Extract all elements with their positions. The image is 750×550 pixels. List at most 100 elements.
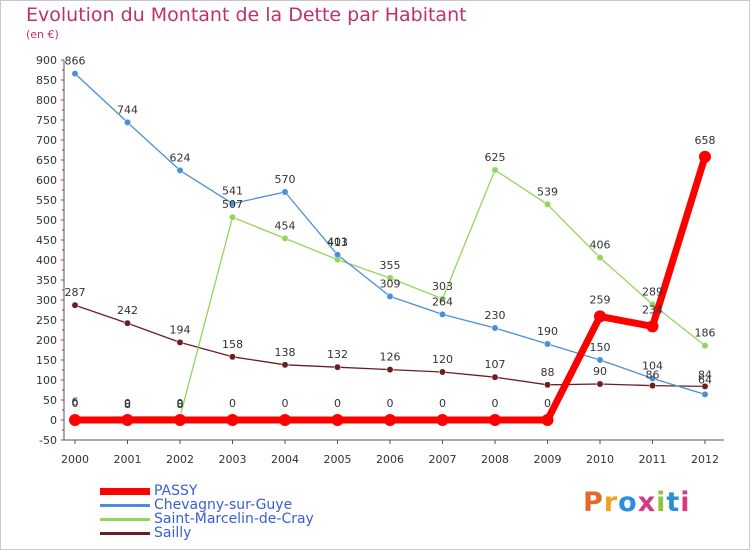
data-label-chevagny-sur-guye: 150 bbox=[590, 341, 611, 354]
data-label-chevagny-sur-guye: 570 bbox=[275, 173, 296, 186]
legend-swatch-saint-marcelin-de-cray bbox=[100, 518, 150, 521]
data-point-chevagny-sur-guye bbox=[544, 340, 551, 348]
data-point-sailly bbox=[544, 381, 551, 389]
series-layer bbox=[69, 70, 711, 426]
data-point-passy bbox=[331, 414, 344, 426]
data-label-chevagny-sur-guye: 541 bbox=[222, 185, 243, 198]
x-tick-label: 2005 bbox=[324, 453, 352, 466]
data-label-saint-marcelin-de-cray: 406 bbox=[590, 239, 611, 252]
x-tick-label: 2006 bbox=[376, 453, 404, 466]
data-label-sailly: 84 bbox=[698, 368, 712, 381]
data-point-passy bbox=[121, 414, 134, 426]
data-label-sailly: 88 bbox=[541, 366, 555, 379]
data-label-sailly: 107 bbox=[485, 358, 506, 371]
data-label-chevagny-sur-guye: 413 bbox=[327, 236, 348, 249]
data-point-passy bbox=[384, 414, 396, 426]
x-tick-label: 2007 bbox=[429, 453, 457, 466]
legend-label-sailly: Sailly bbox=[154, 525, 192, 541]
data-point-chevagny-sur-guye bbox=[701, 390, 709, 398]
data-label-sailly: 132 bbox=[327, 348, 348, 361]
data-point-chevagny-sur-guye bbox=[229, 200, 236, 208]
data-point-chevagny-sur-guye bbox=[334, 251, 341, 259]
data-label-saint-marcelin-de-cray: 186 bbox=[695, 327, 716, 340]
data-point-sailly bbox=[439, 368, 446, 376]
x-tick-label: 2000 bbox=[61, 453, 89, 466]
data-point-sailly bbox=[491, 373, 499, 381]
data-point-sailly bbox=[71, 301, 79, 309]
y-tick-label: 750 bbox=[36, 114, 57, 127]
data-point-chevagny-sur-guye bbox=[281, 188, 289, 196]
data-label-saint-marcelin-de-cray: 454 bbox=[275, 219, 296, 232]
legend-item-saint-marcelin-de-cray: Saint-Marcelin-de-Cray bbox=[100, 511, 360, 527]
logo-letter: i bbox=[656, 487, 667, 518]
x-tick-label: 2001 bbox=[114, 453, 142, 466]
y-tick-label: 50 bbox=[43, 394, 57, 407]
data-point-chevagny-sur-guye bbox=[439, 310, 446, 318]
data-label-saint-marcelin-de-cray: 355 bbox=[380, 259, 401, 272]
data-label-chevagny-sur-guye: 624 bbox=[170, 151, 191, 164]
data-point-sailly bbox=[281, 361, 289, 369]
legend-item-chevagny-sur-guye: Chevagny-sur-Guye bbox=[100, 497, 360, 513]
data-point-passy bbox=[541, 414, 554, 426]
data-point-passy bbox=[279, 414, 291, 426]
y-tick-label: 250 bbox=[36, 314, 57, 327]
data-label-passy: 0 bbox=[282, 397, 289, 410]
data-label-saint-marcelin-de-cray: 401 bbox=[327, 236, 348, 249]
proxiti-logo: Proxiti bbox=[583, 487, 691, 518]
x-tick-label: 2012 bbox=[691, 453, 719, 466]
data-label-sailly: 120 bbox=[432, 353, 453, 366]
data-label-sailly: 194 bbox=[170, 323, 191, 336]
legend-item-sailly: Sailly bbox=[100, 525, 360, 541]
x-tick-label: 2004 bbox=[271, 453, 299, 466]
data-point-saint-marcelin-de-cray bbox=[439, 295, 446, 303]
data-label-passy: 0 bbox=[439, 397, 446, 410]
data-label-sailly: 242 bbox=[117, 304, 138, 317]
data-label-saint-marcelin-de-cray: 625 bbox=[485, 151, 506, 164]
data-label-sailly: 86 bbox=[646, 369, 660, 382]
y-tick-label: 150 bbox=[36, 354, 57, 367]
data-label-sailly: 287 bbox=[65, 286, 86, 299]
x-tick-label: 2008 bbox=[481, 453, 509, 466]
legend-swatch-chevagny-sur-guye bbox=[100, 504, 150, 507]
data-point-passy bbox=[174, 414, 186, 426]
legend: PASSY Chevagny-sur-Guye Saint-Marcelin-d… bbox=[100, 483, 360, 541]
data-label-chevagny-sur-guye: 104 bbox=[642, 359, 663, 372]
data-label-passy: 0 bbox=[334, 397, 341, 410]
data-point-saint-marcelin-de-cray bbox=[596, 254, 604, 262]
data-point-chevagny-sur-guye bbox=[491, 324, 499, 332]
x-tick-label: 2009 bbox=[534, 453, 562, 466]
data-label-passy: 0 bbox=[229, 397, 236, 410]
logo-letter: i bbox=[680, 487, 691, 518]
legend-label-chevagny-sur-guye: Chevagny-sur-Guye bbox=[154, 497, 293, 513]
data-point-sailly bbox=[334, 363, 341, 371]
y-tick-label: 650 bbox=[36, 154, 57, 167]
y-tick-label: 200 bbox=[36, 334, 57, 347]
y-tick-label: 0 bbox=[50, 414, 57, 427]
data-point-sailly bbox=[701, 382, 709, 390]
data-point-sailly bbox=[649, 382, 656, 390]
x-tick-label: 2002 bbox=[166, 453, 194, 466]
y-tick-label: 300 bbox=[36, 294, 57, 307]
y-tick-label: 500 bbox=[36, 214, 57, 227]
data-label-sailly: 158 bbox=[222, 338, 243, 351]
data-label-sailly: 90 bbox=[593, 365, 607, 378]
data-label-saint-marcelin-de-cray: 8 bbox=[124, 398, 131, 411]
chart-subtitle: (en €) bbox=[26, 28, 59, 41]
data-point-chevagny-sur-guye bbox=[124, 118, 131, 126]
chart-axes: -500501001502002503003504004505005506006… bbox=[36, 54, 724, 466]
x-tick-label: 2003 bbox=[219, 453, 247, 466]
data-label-passy: 259 bbox=[590, 293, 611, 306]
data-label-saint-marcelin-de-cray: 507 bbox=[222, 198, 243, 211]
data-label-chevagny-sur-guye: 190 bbox=[537, 325, 558, 338]
data-label-sailly: 126 bbox=[380, 351, 401, 364]
data-label-saint-marcelin-de-cray: 8 bbox=[177, 398, 184, 411]
legend-label-saint-marcelin-de-cray: Saint-Marcelin-de-Cray bbox=[154, 511, 314, 527]
legend-swatch-sailly bbox=[100, 532, 150, 535]
chart-title: Evolution du Montant de la Dette par Hab… bbox=[26, 4, 467, 26]
x-tick-label: 2011 bbox=[639, 453, 667, 466]
data-label-sailly: 138 bbox=[275, 346, 296, 359]
y-tick-label: 350 bbox=[36, 274, 57, 287]
data-point-passy bbox=[436, 414, 449, 426]
data-point-sailly bbox=[596, 380, 604, 388]
